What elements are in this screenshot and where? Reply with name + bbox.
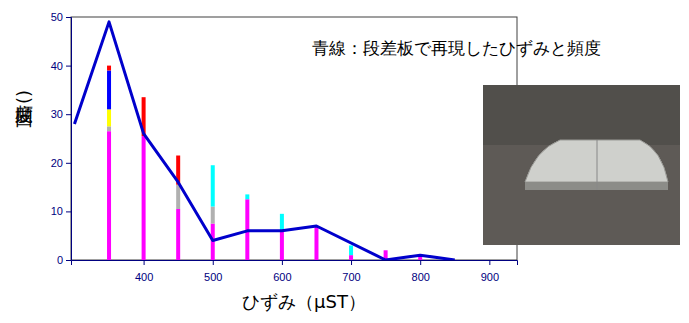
chart: 400 500 600 700 800 900 0 10 20 30 40 50 ひずみ（μST） 頻度(…: [0, 0, 689, 323]
bar-segment: [314, 226, 318, 260]
y-tick-label: 40: [51, 60, 63, 72]
x-tick-mark: [420, 260, 421, 265]
bar-segment: [384, 250, 388, 251]
y-tick-label: 20: [51, 157, 63, 169]
y-tick-mark: [66, 163, 71, 164]
bar-segment: [211, 207, 215, 224]
bar-segment: [245, 194, 249, 199]
bar-segment: [349, 245, 353, 255]
x-axis-title: ひずみ（μST）: [242, 291, 366, 312]
bar-segment: [176, 155, 180, 156]
y-tick-mark: [66, 66, 71, 67]
bar-segment: [142, 97, 146, 98]
y-tick-label: 50: [51, 11, 63, 23]
x-tick-label: 400: [135, 271, 153, 283]
y-tick: 30: [51, 108, 71, 120]
photo: [483, 85, 680, 245]
x-tick-mark: [489, 260, 490, 265]
bar-segment: [107, 126, 111, 131]
x-tick: 600: [273, 260, 291, 283]
y-tick-label: 10: [51, 205, 63, 217]
bar-segment: [384, 250, 388, 251]
bar-segment: [349, 255, 353, 260]
bar-segment: [142, 136, 146, 260]
photo-plate-joint: [597, 140, 598, 190]
y-tick: 20: [51, 157, 71, 169]
x-tick: 700: [342, 260, 360, 283]
y-axis: 0 10 20 30 40 50: [51, 11, 72, 266]
y-tick: 0: [57, 254, 71, 266]
x-tick: 900: [481, 260, 499, 283]
bar-segment: [384, 250, 388, 251]
x-axis-line: [72, 261, 518, 266]
y-axis-title: 頻度(回): [14, 90, 35, 128]
bar-segment: [107, 66, 111, 71]
x-tick-mark: [213, 260, 214, 265]
y-tick-label: 30: [51, 108, 63, 120]
bar-segment: [280, 231, 284, 260]
bar-segment: [107, 131, 111, 260]
x-tick-label: 800: [412, 271, 430, 283]
bar-segment: [107, 65, 111, 66]
bar-segment: [384, 250, 388, 251]
y-axis-line: [66, 18, 72, 261]
y-tick-mark: [66, 211, 71, 212]
x-tick-mark: [144, 260, 145, 265]
bar-segment: [176, 185, 180, 209]
photo-background: [483, 85, 680, 245]
y-tick: 40: [51, 60, 71, 72]
bar-segment: [211, 165, 215, 206]
x-tick: 500: [204, 260, 222, 283]
x-tick: 800: [412, 260, 430, 283]
x-tick-label: 900: [481, 271, 499, 283]
x-axis: 400 500 600 700 800 900: [72, 260, 518, 283]
y-tick-mark: [66, 114, 71, 115]
x-tick-mark: [282, 260, 283, 265]
bar-segment: [280, 214, 284, 231]
bar-segment: [384, 250, 388, 251]
y-tick: 50: [51, 11, 71, 23]
photo-shade: [483, 85, 680, 145]
y-tick-label: 0: [57, 254, 63, 266]
y-tick: 10: [51, 205, 71, 217]
x-tick-label: 600: [273, 271, 291, 283]
x-tick: 400: [135, 260, 153, 283]
x-tick-mark: [351, 260, 352, 265]
x-tick-label: 500: [204, 271, 222, 283]
bar-segment: [176, 209, 180, 260]
x-tick-label: 700: [342, 271, 360, 283]
annotation: 青線：段差板で再現したひずみと頻度: [312, 39, 601, 58]
bar-segment: [107, 70, 111, 109]
y-tick-mark: [66, 260, 71, 261]
bar-segment: [107, 109, 111, 126]
y-tick-mark: [66, 17, 71, 18]
